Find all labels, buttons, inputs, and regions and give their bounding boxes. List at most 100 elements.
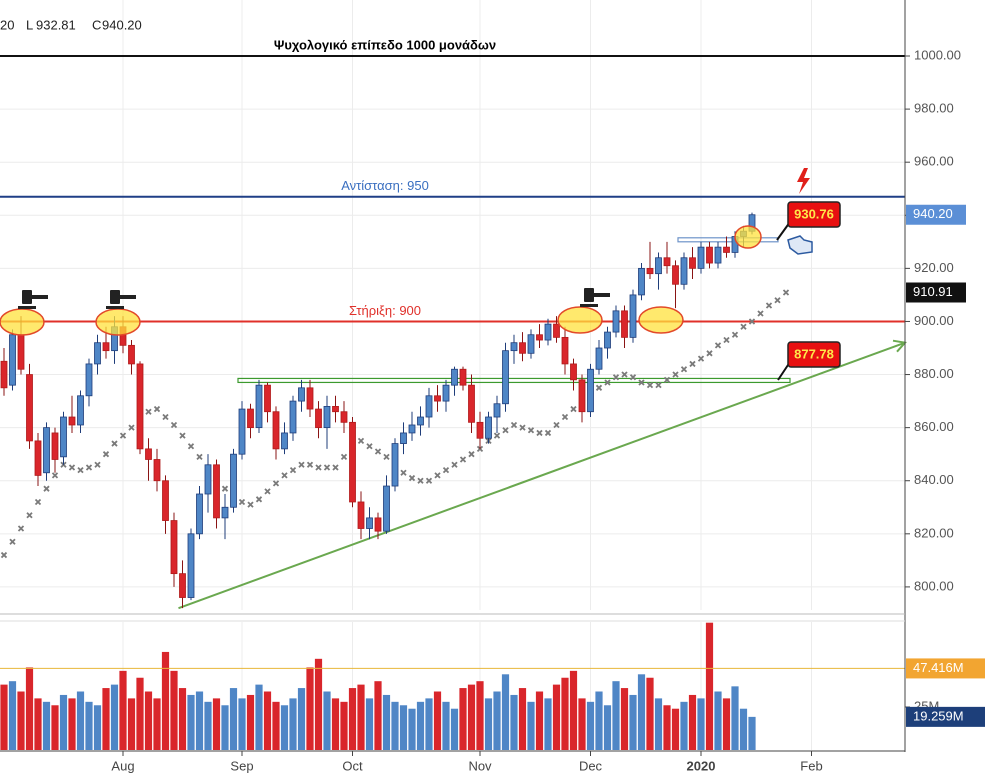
volume-bar [136,677,144,750]
candle-body [187,533,195,598]
y-tick-label: 800.00 [914,578,954,593]
volume-bar [391,701,399,750]
candle-body [366,517,373,529]
candle-body [578,379,586,413]
candle-body [527,334,535,354]
ma-point [553,421,560,429]
ma-point [697,355,705,362]
volume-bar [697,698,705,750]
volume-bar [365,698,374,750]
highlight-ellipse [734,225,762,249]
gavel-base [18,306,36,309]
volume-bar [476,681,484,750]
ma-point [315,464,322,471]
ma-point [561,413,569,421]
volume-bar [246,694,255,750]
volume-bar [153,698,161,750]
ma-point [281,472,288,479]
volume-bar [518,688,527,750]
candle-body [646,267,654,275]
candle-body [247,408,254,429]
x-tick-label: Oct [342,758,363,773]
candle-body [468,384,475,423]
candle-body [595,347,603,370]
candle-body [493,403,501,418]
candle-body [51,432,59,460]
volume-bar [646,677,654,750]
candle-body [153,459,161,482]
ma-point [34,498,42,506]
candle-body [238,408,246,455]
ma-point [9,538,16,545]
volume-bar [595,691,603,750]
ma-point [366,443,373,450]
header-text: L [26,17,33,32]
volume-bar [331,698,340,750]
volume-bar [586,701,595,750]
gavel-handle [594,293,610,297]
volume-bar [374,681,382,750]
candle-body [519,342,526,354]
candle-body [170,520,178,575]
candle-body [680,257,688,285]
plot: Ψυχολογικό επίπεδο 1000 μονάδων Αντίσταση… [0,37,907,750]
volume-bar [204,701,212,750]
ma-point [272,480,280,487]
volume-bar [705,622,714,750]
candle-body [655,257,662,275]
candle-body [689,257,696,269]
ma-point [179,432,186,439]
candle-body [221,506,229,519]
callout-box [787,201,841,228]
volume-bar [8,681,17,750]
ma-point [102,451,110,458]
ma-point [468,451,475,458]
ma-point [731,331,739,338]
volume-bar [612,681,620,750]
candle-body [34,440,42,476]
candle-body [502,350,509,405]
volume-bar [510,694,518,750]
x-tick-label: Nov [468,758,492,773]
ma-point [510,421,518,429]
volume-bar [654,698,663,750]
ma-point [519,424,526,431]
ma-point [417,477,424,484]
ma-point [621,371,628,378]
volume-bar [629,694,637,750]
x-tick-label: Sep [230,758,253,773]
volume-bar [535,691,544,750]
volume-bar [578,698,586,750]
ma-point [374,448,382,455]
candle-body [136,363,144,450]
axis-value-box [906,204,966,225]
axis-value-label: 910.91 [913,284,953,299]
candle-body [476,421,484,439]
ma-point [264,488,271,495]
ma-point [757,310,764,317]
volume-bar [722,698,731,750]
y-tick-label: 900.00 [914,313,954,328]
ma-point [340,453,348,460]
ma-point [442,466,450,474]
volume-bar [25,667,34,750]
gavel-head [110,290,120,304]
volume-bar [306,667,314,750]
callout-level [237,377,791,384]
candle-body [638,267,645,296]
candle-body [77,395,84,426]
candle-body [723,246,730,253]
candle-body [281,432,288,450]
ma-point [298,461,305,468]
candle-body [349,421,356,503]
candle-body [264,384,271,413]
volume-bar [59,694,68,750]
candle-body [306,387,314,410]
volume-bar [493,691,501,750]
header-text: C [92,17,101,32]
hand-icon [787,235,813,255]
volume-bar [297,688,306,750]
gavel-handle [32,295,48,299]
ma-point [612,374,620,381]
